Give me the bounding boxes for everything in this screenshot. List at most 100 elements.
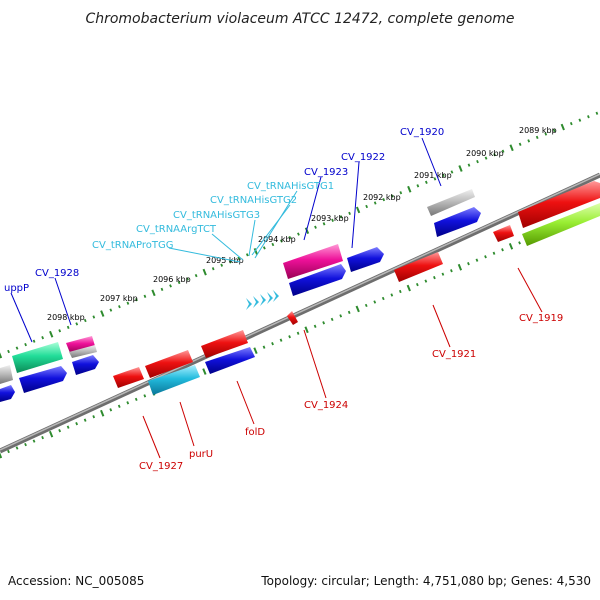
scale-major-tick [458, 165, 463, 172]
scale-dot [416, 184, 420, 188]
scale-dot [475, 258, 479, 262]
gene-label-trna-his-gtg2[interactable]: CV_tRNAHisGTG2 [210, 195, 297, 206]
scale-dot [390, 293, 394, 297]
scale-major-tick [355, 305, 360, 313]
gene-arrow[interactable] [66, 336, 95, 353]
scale-dot [83, 318, 87, 323]
gene-arrow[interactable] [113, 367, 144, 388]
scale-dot [15, 446, 19, 450]
gene-label-uppp[interactable]: uppP [4, 283, 29, 294]
scale-dot [501, 149, 505, 153]
gene-arrow[interactable] [518, 181, 600, 228]
scale-labels: 2089 kbp 2090 kbp 2091 kbp 2092 kbp 2093… [47, 126, 557, 322]
scale-dot [288, 235, 292, 240]
scale-major-tick [508, 243, 514, 250]
scale-dot [433, 177, 437, 181]
scale-major-tick [407, 185, 412, 193]
gene-label-cv1923[interactable]: CV_1923 [304, 167, 348, 178]
scale-major-tick [253, 347, 258, 354]
scale-dot [492, 251, 496, 255]
scale-label: 2094 kbp [258, 235, 296, 244]
scale-dot [552, 128, 556, 133]
reverse-strand-genes [113, 225, 514, 395]
scale-dot [339, 215, 343, 219]
trna-markers [246, 290, 279, 310]
scale-dot [527, 139, 531, 143]
scale-dot [177, 280, 181, 285]
scale-dot [331, 218, 334, 222]
gene-arrow[interactable] [12, 342, 63, 373]
gene-arrow[interactable] [0, 365, 13, 384]
scale-dot [399, 191, 403, 195]
gene-arrow[interactable] [434, 207, 481, 237]
scale-dot [322, 321, 326, 325]
scale-dot [118, 305, 121, 309]
scale-major-tick [509, 144, 514, 152]
gene-label-trna-his-gtg3[interactable]: CV_tRNAHisGTG3 [173, 210, 260, 221]
scale-dot [279, 338, 283, 342]
gene-arrow[interactable] [427, 189, 475, 216]
scale-dot [442, 173, 445, 178]
gene-label-cv1924[interactable]: CV_1924 [304, 400, 348, 411]
gene-label-trna-arg-tct[interactable]: CV_tRNAArgTCT [136, 224, 217, 235]
scale-dot [535, 135, 539, 140]
scale-dot [297, 232, 300, 236]
gene-arrow[interactable] [283, 244, 343, 279]
gene-arrow[interactable] [289, 264, 346, 296]
scale-dot [364, 303, 368, 308]
scale-track-lower [0, 209, 598, 459]
forward-strand-genes [0, 181, 600, 402]
scale-dot [117, 404, 121, 408]
scale-dot [66, 425, 70, 429]
gene-arrow[interactable] [205, 347, 255, 374]
scale-major-tick [457, 263, 463, 271]
gene-label-puru[interactable]: purU [189, 449, 213, 460]
scale-dot [143, 394, 147, 398]
scale-dot [271, 242, 275, 247]
scale-dot [314, 225, 317, 229]
gene-arrow[interactable] [145, 350, 193, 378]
gene-arrow[interactable] [69, 345, 97, 358]
gene-label-trna-pro-tgg[interactable]: CV_tRNAProTGG [92, 240, 173, 251]
scale-dot [262, 345, 266, 349]
scale-dot [92, 415, 96, 419]
gene-arrow[interactable] [493, 225, 514, 242]
gene-label-cv1922[interactable]: CV_1922 [341, 152, 385, 163]
scale-dot [160, 287, 164, 292]
scale-dot [109, 308, 113, 312]
gene-label-cv1921[interactable]: CV_1921 [432, 349, 476, 360]
scale-dot [32, 339, 36, 343]
scale-dot [382, 197, 386, 202]
gene-arrow[interactable] [72, 355, 99, 375]
gene-arrow[interactable] [522, 203, 600, 246]
gene-label-cv1919[interactable]: CV_1919 [519, 313, 563, 324]
scale-major-tick [151, 289, 156, 297]
gene-arrow[interactable] [0, 385, 15, 402]
scale-dot [501, 248, 504, 252]
gene-arrow[interactable] [394, 252, 443, 282]
scale-dot [66, 325, 70, 330]
gene-arrow[interactable] [201, 330, 248, 358]
gene-label-cv1920[interactable]: CV_1920 [400, 127, 444, 138]
scale-dot [467, 163, 471, 167]
gene-arrow[interactable] [347, 247, 384, 272]
gene-label-trna-his-gtg1[interactable]: CV_tRNAHisGTG1 [247, 181, 334, 192]
scale-dot [134, 397, 138, 401]
scale-dot [339, 314, 343, 318]
scale-dot [41, 336, 45, 340]
scale-dot [58, 329, 62, 333]
gene-label-cv1928[interactable]: CV_1928 [35, 268, 79, 279]
gene-label-fold[interactable]: folD [245, 427, 265, 438]
gene-arrow[interactable] [287, 311, 298, 325]
scale-dot [322, 222, 326, 226]
scale-dot [7, 349, 10, 354]
gene-arrow[interactable] [19, 366, 67, 393]
scale-dot [245, 253, 249, 257]
scale-dot [296, 331, 300, 335]
scale-dot [424, 180, 428, 184]
scale-dot [169, 284, 172, 288]
gene-arrow[interactable] [148, 365, 200, 395]
scale-dot [467, 262, 470, 266]
gene-label-cv1927[interactable]: CV_1927 [139, 461, 183, 472]
